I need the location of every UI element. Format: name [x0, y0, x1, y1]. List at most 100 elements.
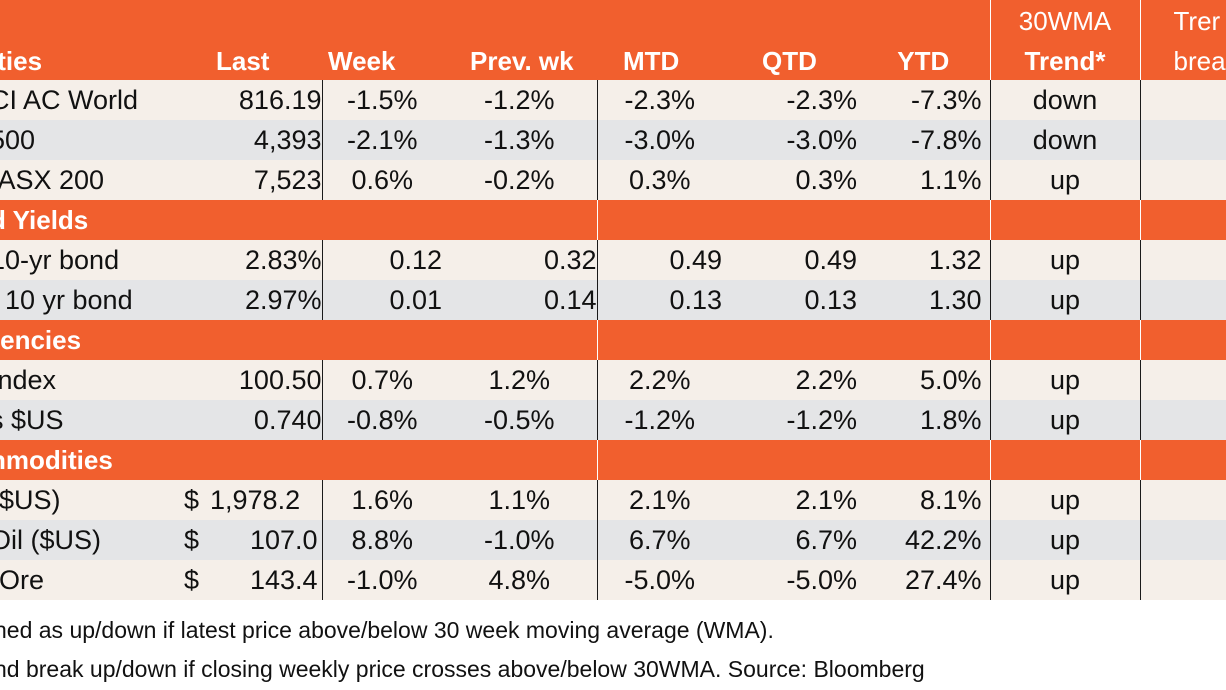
row-mtd: 2.2%: [597, 360, 722, 400]
row-ytd: -7.3%: [857, 80, 991, 120]
row-qtd: 0.3%: [722, 160, 857, 200]
row-prev-week: -1.2%: [442, 80, 598, 120]
row-ytd: 1.32: [857, 240, 991, 280]
row-mtd: -3.0%: [597, 120, 722, 160]
row-mtd: 0.49: [597, 240, 722, 280]
row-name: . 10 yr bond: [0, 280, 160, 320]
row-prev-week: -0.5%: [442, 400, 598, 440]
row-name: /ASX 200: [0, 160, 160, 200]
row-trend: up: [990, 280, 1141, 320]
header-qtd: QTD: [722, 42, 857, 80]
table-row: Index 100.50 0.7% 1.2% 2.2% 2.2% 5.0% up: [0, 360, 1226, 400]
header-row-columns: ities Last Week Prev. wk MTD QTD YTD Tre…: [0, 42, 1226, 80]
row-name: 10-yr bond: [0, 240, 160, 280]
header-last: Last: [160, 42, 322, 80]
row-prev-week: 0.14: [442, 280, 598, 320]
row-mtd: -5.0%: [597, 560, 722, 600]
row-week: 0.6%: [322, 160, 442, 200]
row-ytd: -7.8%: [857, 120, 991, 160]
row-mtd: -2.3%: [597, 80, 722, 120]
header-week: Week: [322, 42, 442, 80]
row-trend: down: [990, 120, 1141, 160]
row-last: 2.97%: [160, 280, 323, 320]
header-mtd: MTD: [597, 42, 722, 80]
row-qtd: -1.2%: [722, 400, 857, 440]
row-last: 7,523: [160, 160, 323, 200]
table-row: . 10 yr bond 2.97% 0.01 0.14 0.13 0.13 1…: [0, 280, 1226, 320]
row-qtd: 2.1%: [722, 480, 857, 520]
market-performance-table: 30WMA Trer ities Last Week Prev. wk MTD …: [0, 0, 1226, 600]
row-last: $107.0: [160, 520, 323, 560]
table-row: -Ore $143.4 -1.0% 4.8% -5.0% -5.0% 27.4%…: [0, 560, 1226, 600]
row-ytd: 1.1%: [857, 160, 991, 200]
header-trend: Trend*: [990, 42, 1141, 80]
row-qtd: -2.3%: [722, 80, 857, 120]
row-qtd: 0.13: [722, 280, 857, 320]
row-name: -Ore: [0, 560, 160, 600]
row-name: Index: [0, 360, 160, 400]
header-name: ities: [0, 42, 160, 80]
row-name: Oil ($US): [0, 520, 160, 560]
header-prev-week: Prev. wk: [442, 42, 597, 80]
row-last: 0.740: [160, 400, 323, 440]
header-breaks: brea: [1140, 42, 1226, 80]
section-header-commodities: nmodities: [0, 440, 1226, 480]
row-mtd: 0.3%: [597, 160, 722, 200]
table-row: ($US) $1,978.2 1.6% 1.1% 2.1% 2.1% 8.1% …: [0, 480, 1226, 520]
row-trend: up: [990, 160, 1141, 200]
row-qtd: 0.49: [722, 240, 857, 280]
table-row: s $US 0.740 -0.8% -0.5% -1.2% -1.2% 1.8%…: [0, 400, 1226, 440]
row-ytd: 1.30: [857, 280, 991, 320]
footnote-1: ned as up/down if latest price above/bel…: [0, 617, 774, 643]
currency-symbol: $: [184, 524, 200, 555]
row-trend: up: [990, 240, 1141, 280]
table-row: Oil ($US) $107.0 8.8% -1.0% 6.7% 6.7% 42…: [0, 520, 1226, 560]
row-week: -1.0%: [322, 560, 442, 600]
row-trend: down: [990, 80, 1141, 120]
header-ytd: YTD: [857, 42, 991, 80]
row-ytd: 5.0%: [857, 360, 991, 400]
section-title: nmodities: [0, 444, 113, 475]
row-ytd: 42.2%: [857, 520, 991, 560]
row-prev-week: 1.1%: [442, 480, 598, 520]
row-ytd: 1.8%: [857, 400, 991, 440]
section-title: d Yields: [0, 204, 89, 235]
row-mtd: 6.7%: [597, 520, 722, 560]
row-week: 0.01: [322, 280, 442, 320]
row-prev-week: -1.3%: [442, 120, 598, 160]
row-prev-week: -1.0%: [442, 520, 598, 560]
row-last: 2.83%: [160, 240, 323, 280]
row-name: s $US: [0, 400, 160, 440]
row-week: 8.8%: [322, 520, 442, 560]
currency-symbol: $: [184, 564, 200, 595]
row-name: ($US): [0, 480, 160, 520]
row-prev-week: 1.2%: [442, 360, 598, 400]
section-header-bonds: d Yields: [0, 200, 1226, 240]
row-last: 4,393: [160, 120, 323, 160]
row-trend: up: [990, 560, 1141, 600]
row-week: -1.5%: [322, 80, 442, 120]
row-trend: up: [990, 480, 1141, 520]
row-name: CI AC World: [0, 80, 160, 120]
row-trend: up: [990, 400, 1141, 440]
row-week: 1.6%: [322, 480, 442, 520]
currency-symbol: $: [184, 484, 200, 515]
row-week: -2.1%: [322, 120, 442, 160]
row-last: $1,978.2: [160, 480, 323, 520]
row-qtd: -3.0%: [722, 120, 857, 160]
section-title: rencies: [0, 324, 82, 355]
row-mtd: 0.13: [597, 280, 722, 320]
row-last: $143.4: [160, 560, 323, 600]
row-mtd: 2.1%: [597, 480, 722, 520]
row-week: 0.12: [322, 240, 442, 280]
table-row: /ASX 200 7,523 0.6% -0.2% 0.3% 0.3% 1.1%…: [0, 160, 1226, 200]
row-prev-week: -0.2%: [442, 160, 598, 200]
row-trend: up: [990, 520, 1141, 560]
row-name: 500: [0, 120, 160, 160]
row-ytd: 27.4%: [857, 560, 991, 600]
row-prev-week: 4.8%: [442, 560, 598, 600]
row-last: 100.50: [160, 360, 323, 400]
table-row: 10-yr bond 2.83% 0.12 0.32 0.49 0.49 1.3…: [0, 240, 1226, 280]
header-trend-top: 30WMA: [990, 0, 1141, 42]
